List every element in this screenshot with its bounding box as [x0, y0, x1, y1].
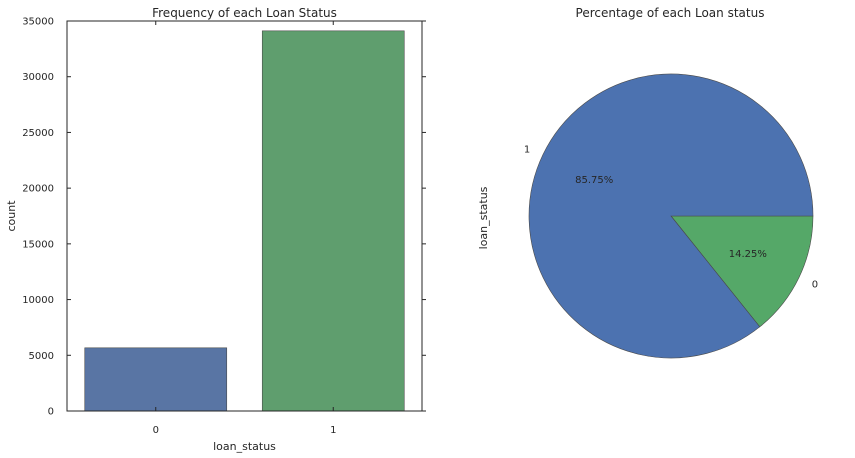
pie-slice-1	[528, 73, 814, 359]
pie-value-label: 14.25%	[729, 249, 767, 260]
bar-chart-title: Frequency of each Loan Status	[152, 6, 337, 20]
y-tick-label: 20000	[22, 184, 54, 195]
pie-y-axis-label: loan_status	[477, 186, 490, 249]
pie-slice-0	[670, 215, 814, 328]
y-tick-label: 15000	[22, 239, 54, 250]
bar-x-axis-label: loan_status	[213, 440, 276, 453]
bar-0	[84, 347, 228, 412]
y-tick-label: 0	[48, 407, 54, 418]
y-tick-label: 25000	[22, 128, 54, 139]
x-tick-label: 1	[330, 425, 336, 436]
x-tick-label: 0	[153, 425, 159, 436]
bar-chart: Frequency of each Loan Status count loan…	[5, 6, 426, 453]
y-tick-label: 10000	[22, 295, 54, 306]
pie-chart-title: Percentage of each Loan status	[576, 6, 765, 20]
bar-plot-frame	[66, 20, 423, 412]
pie-chart: Percentage of each Loan status loan_stat…	[477, 6, 818, 359]
pie-slice-label: 1	[524, 144, 530, 155]
pie-value-label: 85.75%	[575, 175, 613, 186]
bar-y-axis-label: count	[5, 200, 18, 232]
y-tick-label: 35000	[22, 17, 54, 28]
bar-1	[261, 30, 405, 412]
pie-slice-label: 0	[812, 280, 818, 291]
y-tick-label: 30000	[22, 72, 54, 83]
y-tick-label: 5000	[29, 351, 54, 362]
